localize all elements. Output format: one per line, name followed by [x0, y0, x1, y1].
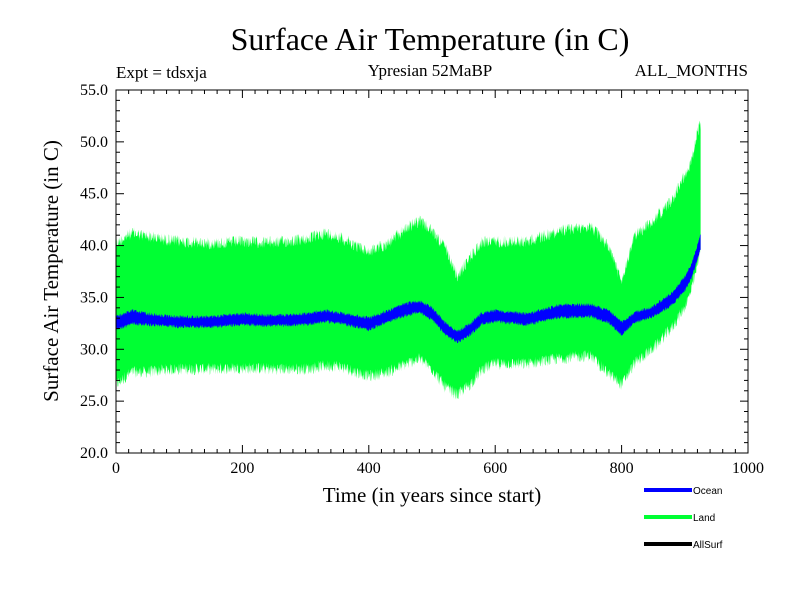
x-axis-label: Time (in years since start) — [323, 483, 542, 507]
x-tick-label: 1000 — [732, 460, 764, 477]
x-tick-label: 200 — [230, 460, 254, 477]
experiment-label: Expt = tdsxja — [116, 63, 207, 82]
y-tick-label: 50.0 — [80, 134, 108, 151]
y-tick-label: 40.0 — [80, 238, 108, 255]
x-tick-label: 400 — [357, 460, 381, 477]
ocean-band — [116, 234, 701, 344]
ocean-legend-label: Ocean — [693, 486, 722, 497]
y-tick-label: 55.0 — [80, 82, 108, 99]
y-axis-ticks — [116, 89, 748, 454]
x-tick-label: 0 — [112, 460, 120, 477]
x-axis-ticks — [115, 90, 749, 453]
allsurf-legend-label: AllSurf — [693, 540, 723, 551]
ocean-series-area — [116, 234, 701, 344]
months-label: ALL_MONTHS — [635, 61, 748, 80]
y-axis-tick-labels: 20.0 25.0 30.0 35.0 40.0 45.0 50.0 55.0 — [80, 82, 108, 462]
x-tick-label: 800 — [610, 460, 634, 477]
y-tick-label: 45.0 — [80, 186, 108, 203]
chart-title: Surface Air Temperature (in C) — [231, 21, 630, 57]
land-series-area — [116, 120, 701, 400]
y-tick-label: 35.0 — [80, 289, 108, 306]
y-tick-label: 30.0 — [80, 341, 108, 358]
x-tick-label: 600 — [483, 460, 507, 477]
period-label: Ypresian 52MaBP — [368, 61, 493, 80]
land-band — [116, 120, 701, 400]
y-axis-label: Surface Air Temperature (in C) — [39, 140, 63, 402]
y-tick-label: 25.0 — [80, 393, 108, 410]
y-tick-label: 20.0 — [80, 445, 108, 462]
x-axis-tick-labels: 0 200 400 600 800 1000 — [112, 460, 764, 477]
legend: Ocean Land AllSurf — [644, 486, 723, 551]
land-legend-label: Land — [693, 513, 715, 524]
